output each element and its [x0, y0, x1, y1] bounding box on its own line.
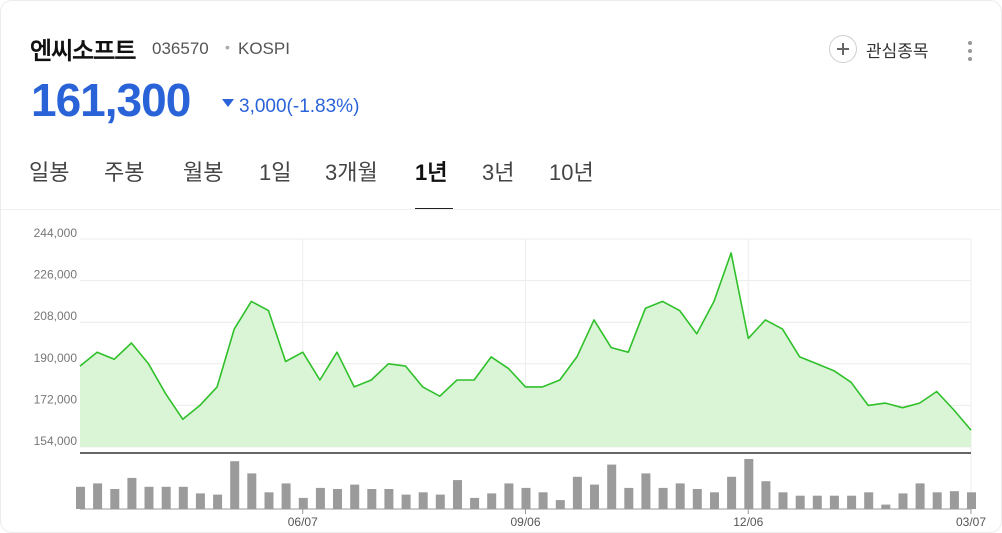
volume-bar: [367, 489, 377, 509]
volume-bar: [744, 459, 754, 509]
y-tick-label: 190,000: [34, 351, 78, 365]
volume-bar: [915, 483, 925, 509]
tab-3years[interactable]: 3년: [482, 160, 515, 185]
volume-bar: [590, 484, 599, 509]
volume-bar: [898, 493, 908, 509]
volume-bar: [641, 473, 651, 509]
volume-bar: [761, 481, 771, 509]
volume-bar: [470, 497, 480, 509]
x-tick-label: 12/06: [733, 515, 763, 529]
separator-dot: •: [225, 39, 230, 55]
volume-bar: [418, 492, 428, 509]
volume-bar: [607, 464, 617, 509]
volume-bar: [195, 493, 205, 509]
watchlist-label: 관심종목: [866, 41, 929, 61]
tab-3months[interactable]: 3개월: [325, 160, 378, 185]
volume-bar: [144, 486, 154, 509]
x-tick-label: 06/07: [288, 515, 318, 529]
volume-bar: [692, 489, 702, 509]
volume-bar: [864, 492, 874, 509]
y-tick-label: 208,000: [34, 309, 78, 323]
volume-bar: [315, 487, 325, 509]
volume-bar: [453, 480, 462, 509]
volume-bar: [281, 483, 291, 509]
y-tick-label: 172,000: [34, 392, 78, 406]
period-tabs: 일봉 주봉 월봉 1일 3개월 1년 3년 10년: [1, 151, 1001, 210]
volume-bar: [230, 461, 240, 509]
volume-bar: [727, 476, 737, 509]
volume-bar: [624, 487, 634, 509]
tab-weekly[interactable]: 주봉: [104, 160, 145, 185]
more-vertical-icon[interactable]: [963, 39, 977, 63]
y-tick-label: 154,000: [34, 434, 78, 448]
volume-bar: [435, 494, 445, 509]
stock-name: 엔씨소프트: [30, 38, 136, 65]
volume-bar: [932, 492, 942, 509]
volume-bar: [487, 493, 497, 509]
volume-bar: [93, 483, 103, 509]
down-arrow-icon: [222, 99, 234, 107]
volume-bar: [555, 500, 565, 509]
tabs-divider: [1, 209, 1001, 210]
volume-bar: [778, 492, 788, 509]
volume-bar: [967, 492, 976, 509]
volume-bar: [881, 504, 891, 509]
volume-bar: [127, 477, 137, 509]
volume-bar: [658, 487, 668, 509]
tab-10years[interactable]: 10년: [549, 160, 594, 185]
price-line: [79, 252, 972, 431]
price-area: [80, 252, 971, 447]
volume-bar: [384, 489, 394, 509]
y-tick-label: 244,000: [34, 226, 78, 240]
volume-bar: [504, 483, 514, 509]
tab-1year[interactable]: 1년: [415, 160, 448, 185]
stock-code: 036570: [152, 39, 209, 58]
volume-bar: [76, 486, 85, 509]
volume-bar: [572, 476, 582, 509]
price-change: 3,000(-1.83%): [239, 96, 360, 117]
volume-bar: [710, 492, 719, 509]
volume-bar: [401, 494, 411, 509]
volume-bar: [521, 487, 531, 509]
volume-bar: [264, 492, 274, 509]
volume-bar: [949, 491, 959, 509]
volume-bar: [538, 492, 548, 509]
tab-1day[interactable]: 1일: [259, 160, 292, 185]
volume-bar: [298, 497, 308, 509]
volume-bar: [213, 494, 223, 509]
tab-daily[interactable]: 일봉: [29, 160, 70, 185]
volume-bar: [795, 495, 805, 509]
volume-bar: [350, 484, 360, 509]
volume-bar: [247, 473, 257, 509]
stock-market: KOSPI: [238, 39, 290, 58]
volume-bar: [812, 495, 822, 509]
volume-bar: [675, 483, 685, 509]
watchlist-button[interactable]: 관심종목: [829, 34, 929, 64]
volume-bar: [847, 495, 857, 509]
current-price: 161,300: [31, 74, 191, 126]
volume-bar: [829, 495, 839, 509]
volume-bar: [161, 486, 171, 509]
x-tick-label: 09/06: [510, 515, 540, 529]
volume-bar: [110, 489, 120, 509]
volume-bar: [333, 489, 342, 509]
tab-monthly[interactable]: 월봉: [183, 160, 224, 185]
x-tick-label: 03/07: [956, 515, 986, 529]
y-tick-label: 226,000: [34, 268, 78, 282]
volume-bar: [178, 486, 188, 509]
plus-icon: [829, 35, 857, 63]
